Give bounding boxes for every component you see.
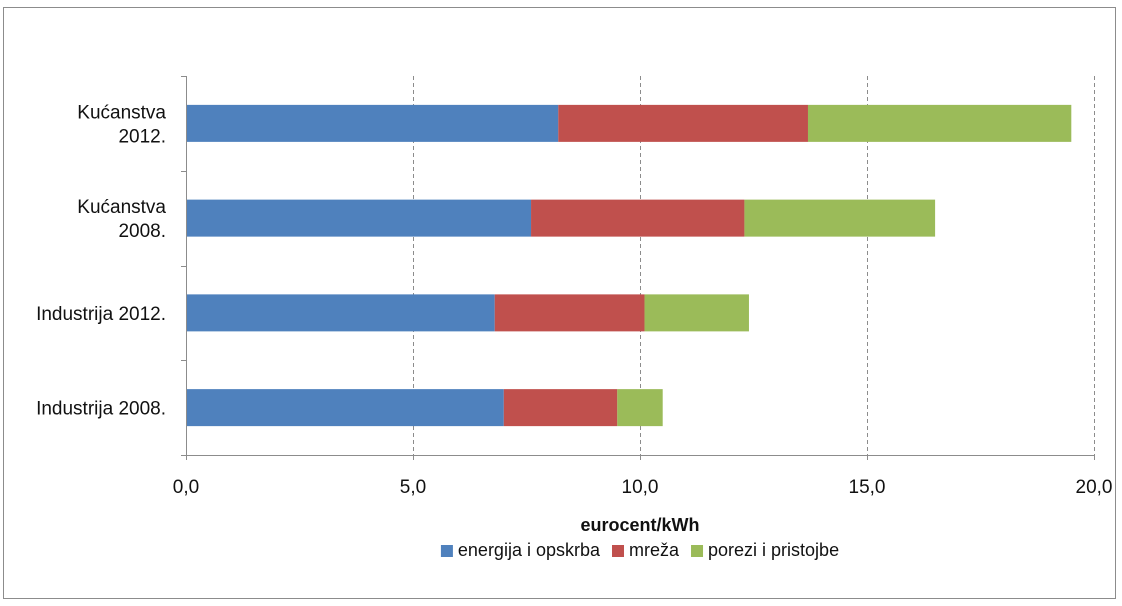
bar-segment [644, 294, 749, 332]
bar-segment [558, 104, 808, 142]
y-category-label: 2012. [118, 126, 166, 147]
x-tick-label: 5,0 [400, 477, 426, 498]
bar-segment [617, 389, 663, 427]
legend: energija i opskrba mreža porezi i pristojb… [440, 540, 839, 560]
legend-label: porezi i pristojbe [708, 540, 839, 560]
bar-segment [807, 104, 1072, 142]
bar-segment [494, 294, 645, 332]
legend-swatch [612, 545, 625, 557]
x-tick-label: 15,0 [849, 477, 886, 498]
legend-swatch [691, 545, 704, 557]
y-category-label: Kućanstva [77, 197, 166, 218]
axes [181, 76, 1095, 460]
y-category-label: 2008. [118, 221, 166, 242]
bars [186, 104, 1072, 427]
x-axis-title: eurocent/kWh [580, 515, 699, 535]
bar-segment [186, 104, 559, 142]
y-category-label: Kućanstva [77, 102, 166, 123]
bar-segment [744, 199, 936, 237]
x-tick-label: 0,0 [173, 477, 199, 498]
bar-segment [186, 199, 532, 237]
labels: 0,0 5,0 10,0 15,0 20,0 Kućanstva 2012. Kućanstv… [36, 102, 1112, 498]
bar-segment [531, 199, 745, 237]
y-category-label: Industrija 2008. [36, 399, 166, 420]
y-category-label: Industrija 2012. [36, 304, 166, 325]
legend-label: energija i opskrba [458, 540, 601, 560]
bar-segment [503, 389, 618, 427]
legend-swatch [440, 545, 453, 557]
legend-label: mreža [629, 540, 680, 560]
x-tick-label: 10,0 [622, 477, 659, 498]
x-tick-label: 20,0 [1076, 477, 1113, 498]
bar-segment [186, 389, 504, 427]
bar-segment [186, 294, 495, 332]
